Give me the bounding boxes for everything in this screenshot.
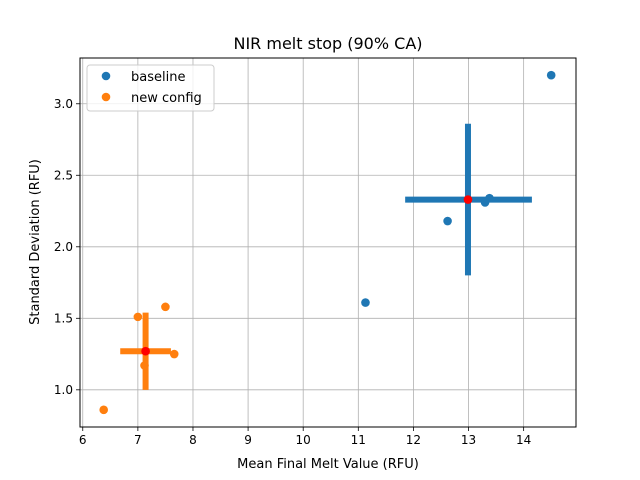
x-tick-label: 6 [79,433,87,447]
legend-label-baseline: baseline [131,70,185,85]
grid-lines [80,58,576,427]
y-axis-ticks: 1.0 1.5 2.0 2.5 3.0 [54,97,80,397]
x-tick-label: 7 [134,433,142,447]
x-tick-label: 8 [189,433,197,447]
y-tick-label: 2.5 [54,168,73,182]
x-tick-label: 10 [296,433,311,447]
x-axis-label: Mean Final Melt Value (RFU) [237,457,419,472]
plot-area-frame [79,57,577,428]
new-config-point [133,312,143,322]
y-tick-label: 1.5 [54,311,73,325]
x-tick-label: 13 [461,433,476,447]
plot-marks [99,70,556,415]
x-tick-label: 14 [516,433,531,447]
new-config-point [99,405,108,415]
x-axis-ticks: 6 7 8 9 10 11 12 13 14 [79,427,531,447]
y-tick-label: 1.0 [54,383,73,397]
baseline-point [480,198,490,207]
x-tick-label: 9 [244,433,252,447]
baseline-mean-marker [463,195,473,204]
new-config-point [140,361,149,370]
x-tick-label: 12 [406,433,421,447]
chart-title: NIR melt stop (90% CA) [233,34,422,53]
x-tick-label: 11 [351,433,366,447]
legend-label-new-config: new config [131,91,202,106]
y-tick-label: 3.0 [54,97,73,111]
new-config-point [169,349,179,359]
legend: baseline new config [86,64,215,112]
legend-box [86,64,215,112]
legend-marker-baseline [101,71,111,81]
baseline-point [443,216,452,226]
legend-marker-new-config [101,92,111,102]
new-config-point [161,302,170,312]
y-tick-label: 2.0 [54,240,73,254]
y-axis-label: Standard Deviation (RFU) [28,159,43,325]
new-config-mean-marker [141,346,150,356]
baseline-point [546,70,556,80]
baseline-point [361,298,370,307]
